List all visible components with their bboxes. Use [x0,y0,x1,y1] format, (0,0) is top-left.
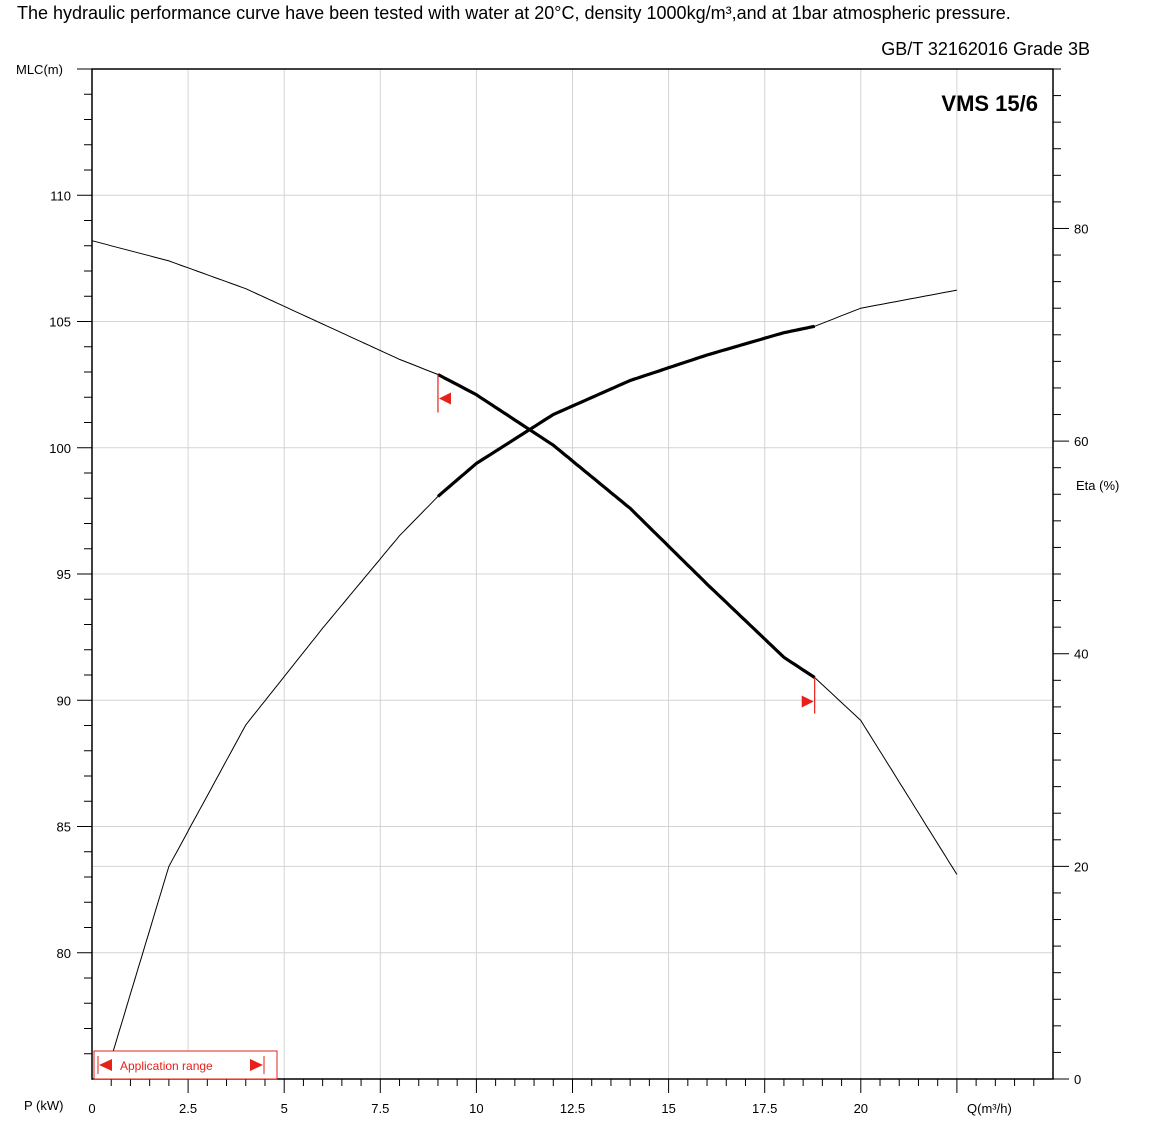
x-tick-label: 7.5 [371,1101,389,1116]
x-tick-label: 15 [661,1101,675,1116]
y2-tick-label: 20 [1074,859,1088,874]
y2-tick-label: 80 [1074,221,1088,236]
x-axis-title: Q(m³/h) [967,1101,1012,1116]
legend-start-arrow-icon [99,1059,112,1071]
x-tick-label: 0 [88,1101,95,1116]
head-curve-range [437,373,816,679]
y-tick-label: 110 [50,188,71,203]
x-tick-label: 10 [469,1101,483,1116]
legend-end-arrow-icon [250,1059,263,1071]
y-tick-label: 80 [57,946,71,961]
y2-tick-label: 40 [1074,647,1088,662]
x-tick-label: 17.5 [752,1101,777,1116]
y-tick-label: 85 [57,820,71,835]
x-tick-label: 5 [281,1101,288,1116]
efficiency-curve-range [436,324,816,498]
head-curve [91,240,958,875]
range-end-marker-icon [801,695,814,708]
standard-grade-label: GB/T 32162016 Grade 3B [881,39,1090,59]
y2-axis-title: Eta (%) [1076,478,1119,493]
x-tick-label: 2.5 [179,1101,197,1116]
y-tick-label: 95 [57,567,71,582]
y-tick-label: 100 [49,441,71,456]
y2-tick-label: 60 [1074,434,1088,449]
test-conditions-note: The hydraulic performance curve have bee… [17,3,1011,23]
y-tick-label: 105 [49,315,71,330]
efficiency-curve [110,289,958,1058]
x-tick-label: 20 [854,1101,868,1116]
x-tick-label: 12.5 [560,1101,585,1116]
power-axis-title: P (kW) [24,1098,63,1113]
y2-tick-label: 0 [1074,1072,1081,1087]
range-start-marker-icon [438,392,451,405]
y-tick-label: 90 [57,693,71,708]
application-range-legend [93,1050,278,1080]
application-range-label: Application range [120,1059,213,1073]
y-axis-title: MLC(m) [16,62,63,77]
model-label: VMS 15/6 [941,91,1038,116]
